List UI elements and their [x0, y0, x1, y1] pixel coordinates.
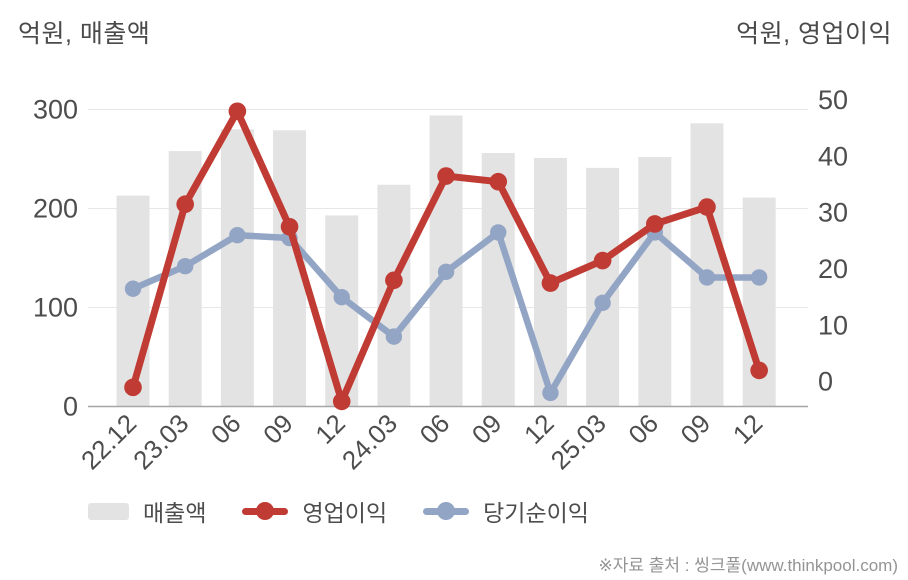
- x-axis-tick-label: 06: [622, 408, 664, 450]
- left-axis-title: 억원, 매출액: [18, 20, 151, 48]
- right-axis-tick-label: 50: [818, 85, 848, 115]
- line-swatch-dot: [437, 502, 456, 520]
- revenue-bar: [481, 153, 515, 407]
- net-income-point: [385, 328, 403, 345]
- net-income-point: [124, 280, 142, 297]
- x-axis-tick-label: 06: [414, 408, 456, 450]
- legend-item-net-income: 당기순이익: [423, 494, 589, 528]
- operating-profit-point: [437, 167, 455, 185]
- operating-profit-point: [385, 271, 403, 290]
- revenue-bar: [220, 129, 254, 407]
- revenue-bar: [116, 195, 150, 407]
- legend-item-operating-profit: 영업이익: [242, 494, 387, 528]
- right-axis-title: 억원, 영업이익: [736, 20, 892, 48]
- operating-profit-point: [646, 215, 664, 233]
- net-income-point: [594, 294, 611, 312]
- operating-profit-point: [541, 274, 560, 292]
- operating-profit-point: [593, 251, 612, 270]
- operating-profit-point: [698, 198, 716, 216]
- x-axis-tick-label: 12: [309, 408, 351, 450]
- revenue-bar: [638, 157, 672, 407]
- net-income-point: [333, 288, 350, 306]
- line-swatch-dot: [256, 502, 275, 520]
- left-axis-tick-label: 0: [63, 392, 78, 422]
- net-income-point: [698, 269, 716, 286]
- legend: 매출액 영업이익 당기순이익: [88, 494, 589, 528]
- x-axis-tick-label: 25.03: [545, 408, 612, 475]
- revenue-bar-swatch: [88, 502, 129, 520]
- source-note: ※자료 출처 : 씽크풀(www.thinkpool.com): [598, 556, 898, 575]
- operating-profit-point: [176, 195, 194, 214]
- x-axis-tick-label: 12: [727, 408, 769, 450]
- x-axis-tick-label: 12: [518, 408, 560, 450]
- x-axis-tick-label: 23.03: [127, 408, 194, 475]
- x-axis-tick-label: 06: [205, 408, 247, 450]
- x-axis-tick-label: 22.12: [75, 408, 142, 475]
- operating-profit-point: [332, 392, 351, 411]
- operating-profit-point: [750, 361, 768, 380]
- net-income-point: [542, 384, 559, 402]
- net-income-point: [490, 224, 507, 241]
- net-income-line-swatch: [423, 501, 470, 521]
- legend-label-operating-profit: 영업이익: [302, 500, 388, 526]
- left-axis-tick-label: 100: [33, 293, 78, 323]
- right-axis-tick-label: 20: [818, 254, 848, 284]
- left-axis-tick-label: 300: [33, 95, 78, 125]
- x-axis-tick-label: 09: [675, 408, 717, 450]
- net-income-point: [437, 263, 455, 281]
- revenue-bar: [168, 151, 202, 407]
- x-axis-tick-label: 09: [257, 408, 299, 450]
- left-axis-tick-label: 200: [33, 194, 78, 224]
- right-axis-tick-label: 10: [818, 310, 848, 340]
- legend-item-revenue: 매출액: [88, 494, 206, 528]
- x-axis-tick-label: 09: [466, 408, 508, 450]
- revenue-bar: [377, 184, 411, 407]
- operating-profit-point: [228, 102, 247, 121]
- right-axis-tick-label: 40: [818, 141, 848, 171]
- legend-label-net-income: 당기순이익: [483, 500, 589, 526]
- operating-profit-line-swatch: [242, 501, 289, 521]
- operating-profit-point: [124, 378, 142, 397]
- net-income-point: [229, 227, 246, 244]
- net-income-point: [176, 258, 194, 275]
- right-axis-tick-label: 30: [818, 198, 848, 228]
- operating-profit-point: [489, 172, 508, 191]
- right-axis-tick-label: 0: [818, 367, 833, 397]
- net-income-point: [750, 269, 768, 286]
- x-axis-tick-label: 24.03: [336, 408, 403, 475]
- operating-profit-point: [280, 217, 299, 236]
- legend-label-revenue: 매출액: [143, 500, 207, 526]
